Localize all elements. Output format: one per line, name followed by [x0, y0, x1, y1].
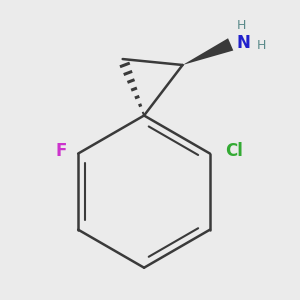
Text: Cl: Cl	[225, 142, 243, 160]
Text: H: H	[257, 39, 266, 52]
Text: F: F	[56, 142, 67, 160]
Text: H: H	[237, 19, 246, 32]
Polygon shape	[183, 38, 233, 65]
Text: N: N	[237, 34, 251, 52]
